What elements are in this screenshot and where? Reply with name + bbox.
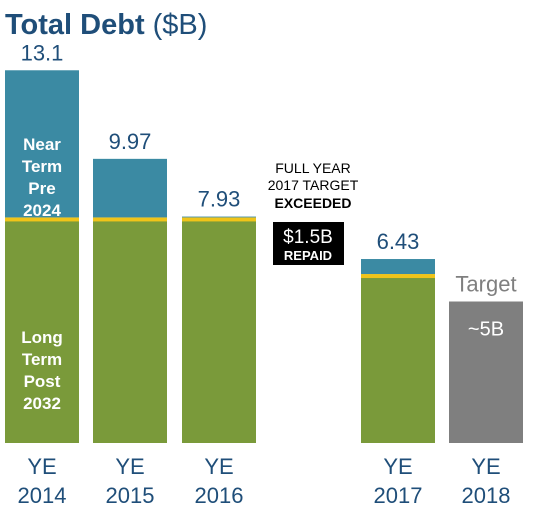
bar-near-term-2017 [361, 259, 435, 275]
value-label-2014: 13.1 [21, 40, 64, 65]
value-label-2015: 9.97 [109, 129, 152, 154]
value-label-2018: Target [455, 272, 516, 297]
value-label-2017: 6.43 [377, 229, 420, 254]
chart-title: Total Debt ($B) [5, 9, 207, 41]
category-label-line1-2015: YE [115, 454, 144, 479]
category-label-line2-2017: 2017 [374, 483, 423, 508]
bar-long-term-2014 [5, 219, 79, 443]
target-inside-label: ~5B [468, 319, 504, 341]
category-label-line1-2016: YE [204, 454, 233, 479]
near-term-label-0: Near [23, 135, 61, 154]
chart-title-unit: ($B) [153, 9, 208, 41]
category-label-line1-2018: YE [471, 454, 500, 479]
callout-line-3: EXCEEDED [274, 195, 351, 211]
bar-target-2018 [449, 301, 523, 443]
bar-divider-2017 [361, 274, 435, 279]
category-label-line1-2014: YE [27, 454, 56, 479]
callout: FULL YEAR 2017 TARGET EXCEEDED $1.5B REP… [268, 160, 359, 265]
near-term-label-3: 2024 [23, 201, 61, 220]
category-label-line2-2016: 2016 [195, 483, 244, 508]
bar-near-term-2015 [93, 158, 167, 218]
near-term-label-1: Term [22, 157, 62, 176]
category-label-line1-2017: YE [383, 454, 412, 479]
long-term-label-0: Long [21, 328, 63, 347]
callout-badge [273, 222, 344, 265]
labels-group: 13.1 YE 2014 9.97 YE 2015 7.93 YE 2016 6.43 YE 2017… [18, 40, 517, 508]
chart-title-main: Total Debt [5, 9, 145, 41]
bar-near-term-2014 [5, 70, 79, 218]
category-label-line2-2014: 2014 [18, 483, 67, 508]
bar-divider-2014 [5, 217, 79, 222]
bar-divider-2016 [182, 217, 256, 222]
category-label-line2-2015: 2015 [106, 483, 155, 508]
callout-badge-label: REPAID [284, 248, 332, 263]
callout-badge-value: $1.5B [283, 227, 333, 248]
callout-line-1: FULL YEAR [275, 160, 350, 176]
near-term-label-2: Pre [28, 179, 55, 198]
long-term-label-2: Post [24, 372, 61, 391]
callout-line-2: 2017 TARGET [268, 177, 359, 193]
category-label-line2-2018: 2018 [462, 483, 511, 508]
bar-divider-2015 [93, 217, 167, 222]
long-term-label-1: Term [22, 350, 62, 369]
bars-group [5, 70, 523, 443]
bar-long-term-2017 [361, 276, 435, 443]
bar-long-term-2016 [182, 219, 256, 443]
bar-near-term-2016 [182, 216, 256, 218]
long-term-label-3: 2032 [23, 394, 61, 413]
value-label-2016: 7.93 [198, 187, 241, 212]
bar-long-term-2015 [93, 219, 167, 443]
